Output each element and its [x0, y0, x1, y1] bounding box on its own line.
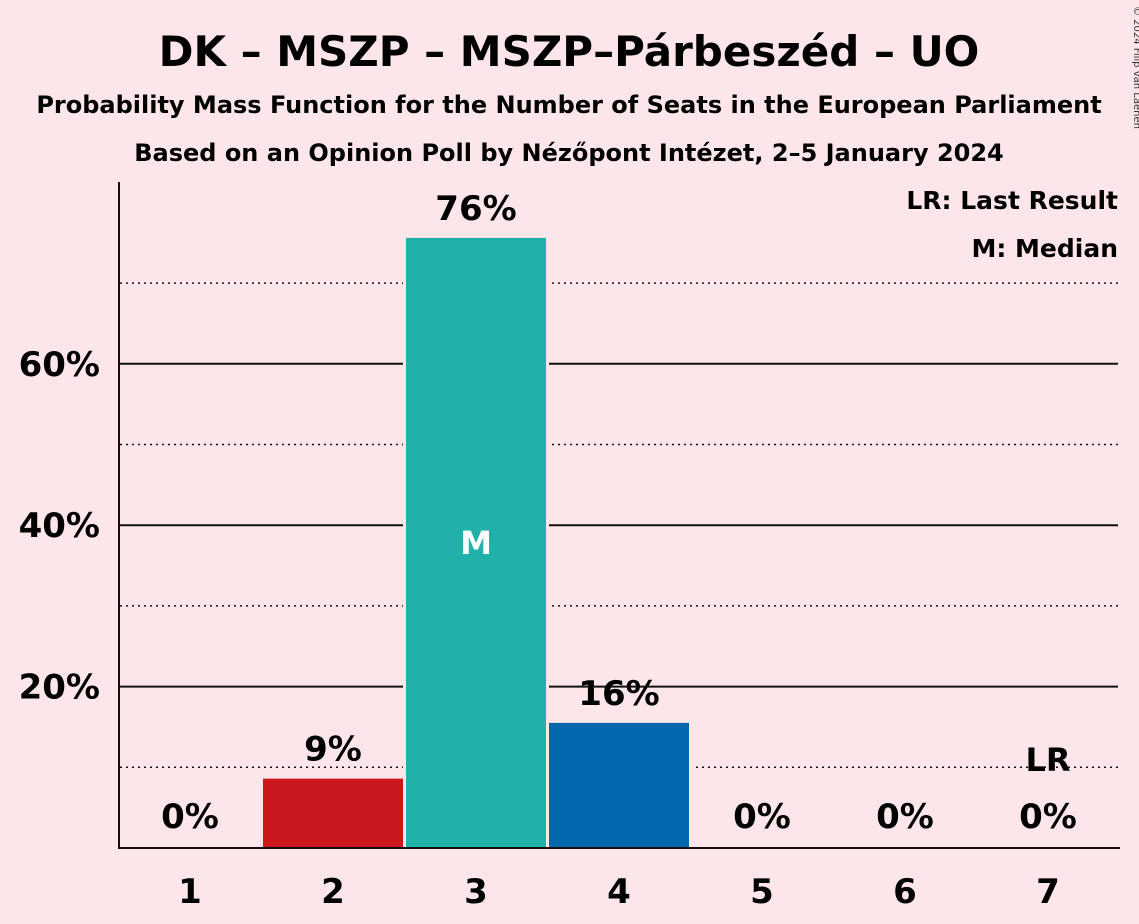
x-tick-label: 4	[607, 872, 631, 912]
x-tick-label: 1	[178, 872, 202, 912]
y-tick-label: 40%	[19, 506, 100, 546]
bar-value-label: 0%	[876, 797, 934, 837]
bar-layer	[260, 235, 692, 848]
y-tick-label: 60%	[19, 345, 100, 385]
bar-value-label: 0%	[161, 797, 219, 837]
bar-value-label: 0%	[1019, 797, 1077, 837]
x-tick-label: 6	[893, 872, 917, 912]
bar-seat-2	[263, 778, 403, 848]
copyright-notice: © 2024 Filip van Laenen	[1131, 6, 1139, 129]
x-tick-label: 3	[464, 872, 488, 912]
bar-value-label: 76%	[435, 189, 516, 229]
bar-value-label: 16%	[578, 674, 659, 714]
bar-seat-4	[549, 722, 689, 848]
chart-subtitle: Probability Mass Function for the Number…	[36, 91, 1101, 119]
x-tick-label: 2	[321, 872, 345, 912]
bar-value-label: 0%	[733, 797, 791, 837]
median-marker: M	[460, 524, 492, 562]
legend-median: M: Median	[971, 234, 1118, 263]
x-tick-label: 5	[750, 872, 774, 912]
chart-title: DK – MSZP – MSZP–Párbeszéd – UO	[159, 27, 980, 76]
x-tick-label: 7	[1036, 872, 1060, 912]
legend-last-result: LR: Last Result	[906, 186, 1118, 215]
chart-source: Based on an Opinion Poll by Nézőpont Int…	[134, 139, 1004, 167]
bar-value-label: 9%	[304, 730, 362, 770]
last-result-marker: LR	[1025, 741, 1070, 779]
y-tick-label: 20%	[19, 668, 100, 708]
bar-seat-3	[406, 237, 546, 848]
